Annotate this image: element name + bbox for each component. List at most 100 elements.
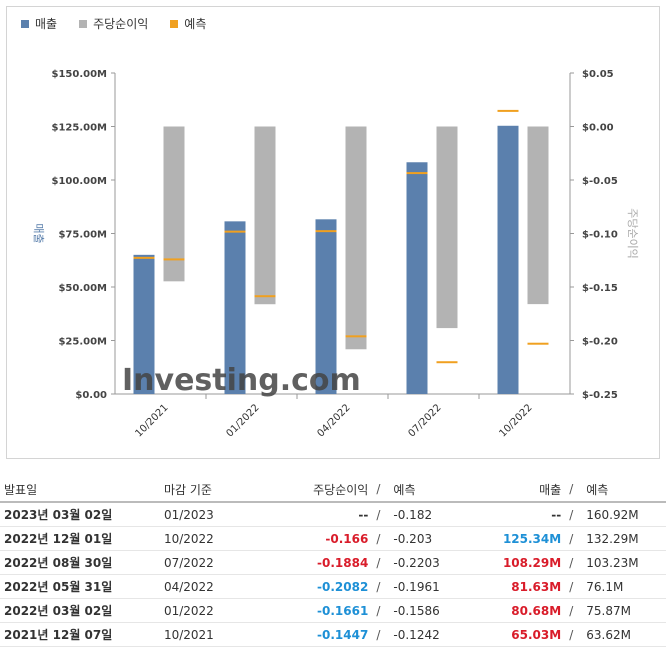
earnings-table: 발표일 마감 기준 주당순이익 / 예측 매출 / 예측 2023년 03월 0… [0,477,666,647]
right-tick-label: $-0.10 [582,230,618,241]
header-revenue-forecast[interactable]: 예측 [582,477,666,503]
header-eps[interactable]: 주당순이익 [263,477,373,503]
cell-date: 2022년 08월 30일 [0,550,160,575]
cell-revenue-sep: / [565,550,583,575]
revenue-forecast-marker [224,230,246,233]
cell-revenue-forecast: 75.87M [582,598,666,623]
eps-forecast-marker [163,258,185,261]
left-tick-label: $75.00M [58,230,107,241]
left-tick-label: $25.00M [58,337,107,348]
cell-eps-sep: / [372,550,390,575]
table-row: 2022년 03월 02일 01/2022 -0.1661/-0.1586 80.68… [0,598,666,623]
cell-revenue-forecast: 103.23M [582,550,666,575]
cell-revenue: 65.03M [484,622,566,647]
cell-eps-forecast: -0.1961 [389,574,485,599]
category-label: 10/2022 [497,402,534,439]
legend-label-eps: 주당순이익 [93,17,149,31]
cell-date: 2021년 12월 07일 [0,622,160,647]
cell-revenue-forecast: 76.1M [582,574,666,599]
category-label: 01/2022 [224,402,261,439]
revenue-bar [224,221,246,394]
right-tick-label: $-0.20 [582,337,618,348]
cell-date: 2023년 03월 02일 [0,502,160,527]
legend-swatch-revenue [21,19,29,28]
right-tick-label: $-0.15 [582,283,618,294]
table-row: 2023년 03월 02일 01/2023 -- / -0.182 --/160.92M [0,502,666,527]
table-row: 2021년 12월 07일 10/2021 -0.1447/-0.1242 65.03… [0,622,666,647]
left-tick-label: $0.00 [75,390,107,401]
cell-date: 2022년 03월 02일 [0,598,160,623]
cell-eps-sep: / [372,622,390,647]
legend-label-forecast: 예측 [184,17,207,31]
cell-period: 01/2022 [159,598,264,623]
header-period[interactable]: 마감 기준 [159,477,264,503]
legend-swatch-eps [79,19,88,28]
revenue-bar [133,254,155,394]
eps-bar [345,126,367,350]
left-tick-label: $150.00M [52,69,108,80]
cell-period: 10/2022 [159,526,264,551]
category-label: 10/2021 [133,402,170,439]
revenue-forecast-marker [315,230,337,233]
revenue-bar [315,219,337,394]
cell-eps: -0.1447 [263,622,373,647]
right-axis-title: 주당순이익 [626,208,639,259]
chart-legend: 매출 주당순이익 예측 [21,15,206,32]
cell-eps-forecast: -0.1242 [389,622,485,647]
left-tick-label: $125.00M [52,123,108,134]
cell-eps-forecast: -0.203 [389,526,485,551]
cell-revenue: -- [484,502,566,527]
cell-date: 2022년 12월 01일 [0,526,160,551]
table-header-row: 발표일 마감 기준 주당순이익 / 예측 매출 / 예측 [0,477,666,503]
cell-period: 10/2021 [159,622,264,647]
category-label: 04/2022 [315,402,352,439]
right-tick-label: $-0.25 [582,390,618,401]
left-tick-label: $50.00M [58,283,107,294]
cell-period: 07/2022 [159,550,264,575]
cell-revenue-sep: / [565,574,583,599]
cell-eps-sep: / [372,574,390,599]
cell-eps-sep: / [372,598,390,623]
category-label: 07/2022 [406,402,443,439]
right-tick-label: $0.00 [582,123,614,134]
cell-date: 2022년 05월 31일 [0,574,160,599]
cell-eps-forecast: -0.182 [389,502,485,527]
cell-revenue: 108.29M [484,550,566,575]
cell-revenue: 80.68M [484,598,566,623]
header-date[interactable]: 발표일 [0,477,160,503]
legend-swatch-forecast [170,19,179,28]
left-axis-title: 매출 [32,223,45,243]
eps-bar [436,126,458,329]
header-eps-forecast[interactable]: 예측 [389,477,485,503]
header-revenue[interactable]: 매출 [484,477,566,503]
cell-revenue-forecast: 63.62M [582,622,666,647]
cell-eps: -0.166 [263,526,373,551]
cell-eps-forecast: -0.1586 [389,598,485,623]
header-eps-sep: / [372,477,390,503]
cell-revenue-forecast: 132.29M [582,526,666,551]
legend-item-eps[interactable]: 주당순이익 [79,15,148,32]
cell-revenue-sep: / [565,622,583,647]
legend-item-revenue[interactable]: 매출 [21,15,57,32]
legend-item-forecast[interactable]: 예측 [170,15,206,32]
cell-eps-sep: / [372,526,390,551]
cell-revenue-sep: / [565,598,583,623]
eps-forecast-marker [254,295,276,298]
revenue-forecast-marker [133,256,155,259]
table-row: 2022년 12월 01일 10/2022 -0.166/-0.203 125.34M… [0,526,666,551]
earnings-chart: 매출 주당순이익 예측 $0.00 $25.00M $50.00M $75.00M $1… [6,6,660,459]
cell-eps: -0.2082 [263,574,373,599]
right-tick-label: $-0.05 [582,176,618,187]
table-row: 2022년 05월 31일 04/2022 -0.2082/-0.1961 81.63… [0,574,666,599]
watermark-logo: Investing.com [122,363,361,398]
cell-eps: -0.1884 [263,550,373,575]
cell-revenue-sep: / [565,526,583,551]
eps-forecast-marker [345,335,367,338]
table-row: 2022년 08월 30일 07/2022 -0.1884/-0.2203 108.2… [0,550,666,575]
chart-canvas: $0.00 $25.00M $50.00M $75.00M $100.00M $125.0… [32,69,639,439]
cell-revenue-sep: / [565,502,583,527]
cell-eps-sep: / [372,502,390,527]
right-tick-label: $0.05 [582,69,614,80]
eps-forecast-marker [527,342,549,345]
cell-revenue-forecast: 160.92M [582,502,666,527]
